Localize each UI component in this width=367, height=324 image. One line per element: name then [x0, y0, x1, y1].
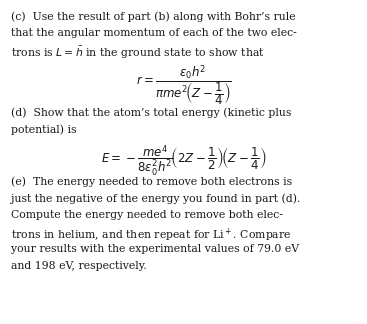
- Text: $r = \dfrac{\epsilon_0 h^2}{\pi m e^2\!\left( Z - \dfrac{1}{4} \right)}$: $r = \dfrac{\epsilon_0 h^2}{\pi m e^2\!\…: [135, 64, 232, 108]
- Text: (e)  The energy needed to remove both electrons is: (e) The energy needed to remove both ele…: [11, 177, 292, 187]
- Text: trons in helium, and then repeat for Li$^+$. Compare: trons in helium, and then repeat for Li$…: [11, 227, 291, 244]
- Text: $E = -\dfrac{me^4}{8\epsilon_0^2 h^2}\!\left(2Z - \dfrac{1}{2}\right)\!\left(Z -: $E = -\dfrac{me^4}{8\epsilon_0^2 h^2}\!\…: [101, 143, 266, 178]
- Text: Compute the energy needed to remove both elec-: Compute the energy needed to remove both…: [11, 210, 283, 220]
- Text: just the negative of the energy you found in part (d).: just the negative of the energy you foun…: [11, 193, 300, 204]
- Text: trons is $L = \bar{h}$ in the ground state to show that: trons is $L = \bar{h}$ in the ground sta…: [11, 45, 265, 61]
- Text: (d)  Show that the atom’s total energy (kinetic plus: (d) Show that the atom’s total energy (k…: [11, 107, 291, 118]
- Text: your results with the experimental values of 79.0 eV: your results with the experimental value…: [11, 244, 299, 254]
- Text: and 198 eV, respectively.: and 198 eV, respectively.: [11, 261, 147, 271]
- Text: (c)  Use the result of part (b) along with Bohr’s rule: (c) Use the result of part (b) along wit…: [11, 11, 296, 22]
- Text: that the angular momentum of each of the two elec-: that the angular momentum of each of the…: [11, 28, 297, 38]
- Text: potential) is: potential) is: [11, 124, 76, 135]
